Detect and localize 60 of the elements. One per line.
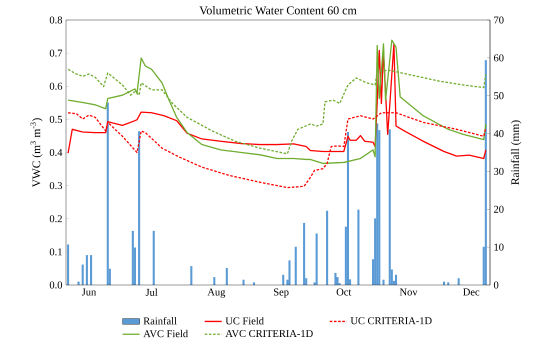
y-axis-title: VWC (m$^{3}$ m$^{-3}$): [30, 118, 43, 188]
y2-tick-label: 70: [494, 16, 504, 24]
y-tick-label: 0.2: [50, 215, 62, 222]
y-tick-label: 0.6: [50, 82, 62, 90]
bar: [132, 230, 134, 285]
bar: [138, 131, 140, 285]
bar: [242, 280, 245, 285]
x-tick-label: Jun: [82, 288, 96, 296]
bar: [326, 210, 328, 285]
x-tick-label: Dec: [463, 288, 480, 296]
bar: [303, 222, 306, 285]
bar: [484, 60, 487, 285]
y-tick-label: 0.5: [50, 116, 62, 123]
bar: [376, 123, 378, 285]
legend-label: UC Field: [226, 317, 264, 324]
bar: [447, 282, 450, 285]
legend-label: AVC Field: [143, 330, 188, 338]
bar: [90, 255, 92, 285]
y2-tick-label: 40: [494, 130, 504, 138]
y2-tick-label: 0: [494, 281, 498, 289]
legend-label: Rainfall: [144, 317, 177, 324]
y-tick-label: 0.7: [50, 50, 62, 57]
bar: [294, 246, 297, 285]
y2-tick-label: 30: [494, 168, 504, 175]
bar: [86, 255, 88, 285]
y2-tick-label: 10: [494, 244, 504, 251]
y-tick-label: 0.1: [50, 248, 62, 256]
x-tick-label: Nov: [400, 288, 418, 296]
bar: [388, 129, 391, 285]
x-tick-label: Sep: [274, 288, 289, 298]
y-tick-label: 0.3: [50, 182, 62, 190]
y-tick-label: 0.4: [50, 148, 62, 156]
bar: [190, 266, 192, 285]
bar: [346, 132, 350, 285]
x-tick-label: Oct: [336, 288, 352, 296]
bar: [152, 230, 155, 285]
y2-tick-label: 60: [494, 54, 504, 62]
y2-tick-label: 20: [494, 206, 504, 213]
bar: [226, 268, 228, 285]
bar: [357, 210, 360, 285]
legend-label: AVC CRITERIA-1D: [225, 330, 313, 338]
bar: [316, 234, 318, 285]
bar: [458, 278, 460, 285]
x-tick-label: Aug: [207, 288, 226, 298]
x-tick-label: Jul: [146, 288, 158, 296]
y-tick-label: 0.0: [50, 281, 62, 289]
bar: [213, 277, 216, 285]
bar: [106, 102, 109, 285]
chart-title: Volumetric Water Content 60 cm: [199, 6, 357, 14]
bar: [288, 260, 291, 285]
y2-tick-label: 50: [494, 92, 504, 100]
bar: [382, 280, 385, 285]
y2-axis-title: Rainfall (mm): [510, 120, 522, 185]
legend-label: UC CRITERIA-1D: [350, 317, 432, 324]
bar: [334, 272, 336, 285]
y-tick-label: 0.8: [50, 16, 62, 24]
bar: [336, 277, 339, 285]
bar: [67, 244, 70, 285]
bar: [82, 264, 84, 285]
bar: [282, 274, 284, 285]
